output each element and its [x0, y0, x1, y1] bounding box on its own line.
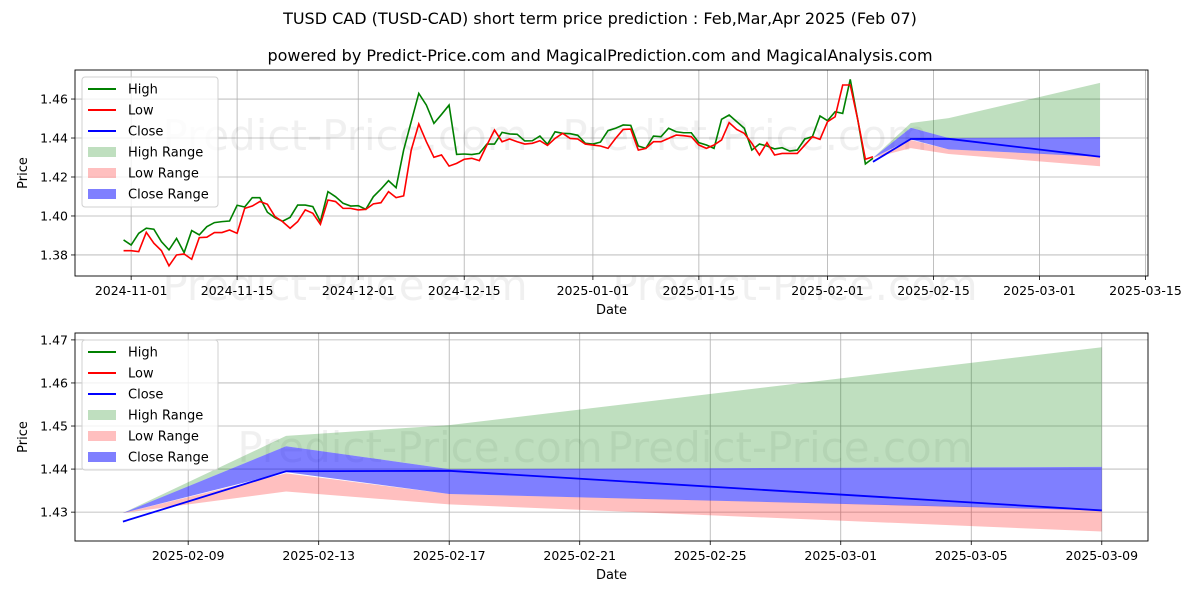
x-tick-label: 2025-03-01: [1003, 283, 1076, 298]
y-tick-label: 1.46: [40, 375, 68, 390]
legend-label-low-range: Low Range: [128, 167, 199, 182]
legend-swatch-low-range: [88, 168, 116, 178]
legend-label-close: Close: [128, 388, 163, 403]
x-tick-label: 2024-12-01: [322, 283, 395, 298]
legend-label-high: High: [128, 346, 158, 361]
high-range-band: [122, 347, 1102, 514]
legend-label-close: Close: [128, 125, 163, 140]
x-tick-label: 2025-02-25: [674, 548, 747, 563]
close-forecast-line: [872, 137, 1101, 163]
plot-frame: [74, 332, 1149, 542]
y-tick-label: 1.42: [40, 169, 68, 184]
high-range-band: [872, 82, 1101, 158]
x-tick-label: 2025-01-01: [557, 283, 630, 298]
chart-1: Predict-Price.com Predict-Price.com2024-1…: [16, 69, 1182, 318]
x-tick-label: 2025-02-17: [413, 548, 486, 563]
x-tick-label: 2025-02-21: [543, 548, 616, 563]
legend-label-low: Low: [128, 104, 154, 119]
chart-title: TUSD CAD (TUSD-CAD) short term price pre…: [283, 9, 917, 28]
y-tick-label: 1.40: [40, 208, 68, 223]
legend-swatch-high-range: [88, 147, 116, 157]
x-axis-label: Date: [596, 568, 627, 583]
legend-swatch-high-range: [88, 410, 116, 420]
x-tick-label: 2025-01-15: [663, 283, 736, 298]
y-axis-label: Price: [16, 421, 31, 453]
y-tick-label: 1.47: [40, 332, 68, 347]
legend-label-close-range: Close Range: [128, 188, 209, 203]
low-range-band: [122, 473, 1102, 532]
legend: High Low Close High Range Low Range Close Ran…: [81, 339, 219, 471]
legend-label-high: High: [128, 83, 158, 98]
x-tick-label: 2025-02-01: [791, 283, 864, 298]
y-tick-label: 1.44: [40, 462, 68, 477]
x-tick-label: 2025-03-09: [1065, 548, 1138, 563]
legend-label-high-range: High Range: [128, 409, 203, 424]
legend-swatch-low-range: [88, 431, 116, 441]
legend-swatch-close-range: [88, 452, 116, 462]
legend-label-close-range: Close Range: [128, 451, 209, 466]
legend-label-low-range: Low Range: [128, 430, 199, 445]
x-tick-label: 2024-12-15: [428, 283, 501, 298]
legend: High Low Close High Range Low Range Close Ran…: [81, 76, 219, 208]
close-forecast-line: [122, 469, 1102, 523]
x-tick-label: 2025-02-13: [282, 548, 355, 563]
x-tick-label: 2024-11-15: [201, 283, 274, 298]
legend-label-low: Low: [128, 367, 154, 382]
legend-label-high-range: High Range: [128, 146, 203, 161]
y-tick-label: 1.46: [40, 92, 68, 107]
plot-area: [75, 70, 1148, 276]
y-tick-label: 1.44: [40, 131, 68, 146]
x-tick-label: 2024-11-01: [95, 283, 168, 298]
x-axis-label: Date: [596, 303, 627, 318]
x-tick-label: 2025-02-15: [897, 283, 970, 298]
x-tick-label: 2025-03-15: [1109, 283, 1182, 298]
chart-subtitle: powered by Predict-Price.com and Magical…: [267, 46, 933, 65]
legend-swatch-close-range: [88, 189, 116, 199]
low-series-line: [123, 84, 874, 268]
x-tick-label: 2025-02-09: [152, 548, 225, 563]
y-tick-label: 1.38: [40, 247, 68, 262]
watermark: Predict-Price.com: [607, 423, 972, 472]
watermark: Predict-Price.com: [162, 111, 527, 160]
y-tick-label: 1.43: [40, 505, 68, 520]
x-tick-label: 2025-03-01: [804, 548, 877, 563]
y-axis-label: Price: [16, 157, 31, 189]
plot-frame: [74, 69, 1149, 277]
x-tick-label: 2025-03-05: [935, 548, 1008, 563]
y-tick-label: 1.45: [40, 419, 68, 434]
low-range-band: [872, 139, 1101, 167]
